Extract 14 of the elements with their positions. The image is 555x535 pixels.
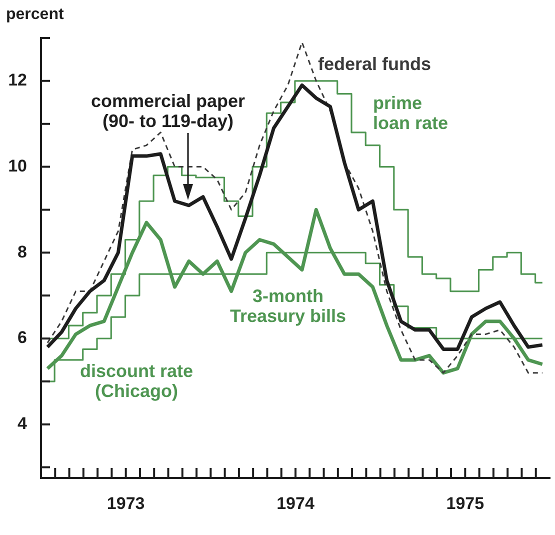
y-tick-label: 4 xyxy=(18,414,28,434)
y-tick-label: 6 xyxy=(18,328,27,348)
series-label: prime loan rate xyxy=(373,93,450,133)
x-tick-label: 1974 xyxy=(276,494,315,513)
y-tick-label: 10 xyxy=(8,156,27,176)
y-tick-label: 12 xyxy=(8,70,27,90)
series-label: commercial paper (90- to 119-day) xyxy=(90,91,246,131)
series-label: federal funds xyxy=(318,54,432,74)
series-label: discount rate (Chicago) xyxy=(78,361,194,401)
series-label: 3-month Treasury bills xyxy=(228,286,348,326)
x-tick-label: 1975 xyxy=(446,494,484,513)
x-tick-label: 1973 xyxy=(106,494,145,513)
y-tick-label: 8 xyxy=(18,242,27,262)
y-axis-title: percent xyxy=(6,6,64,24)
